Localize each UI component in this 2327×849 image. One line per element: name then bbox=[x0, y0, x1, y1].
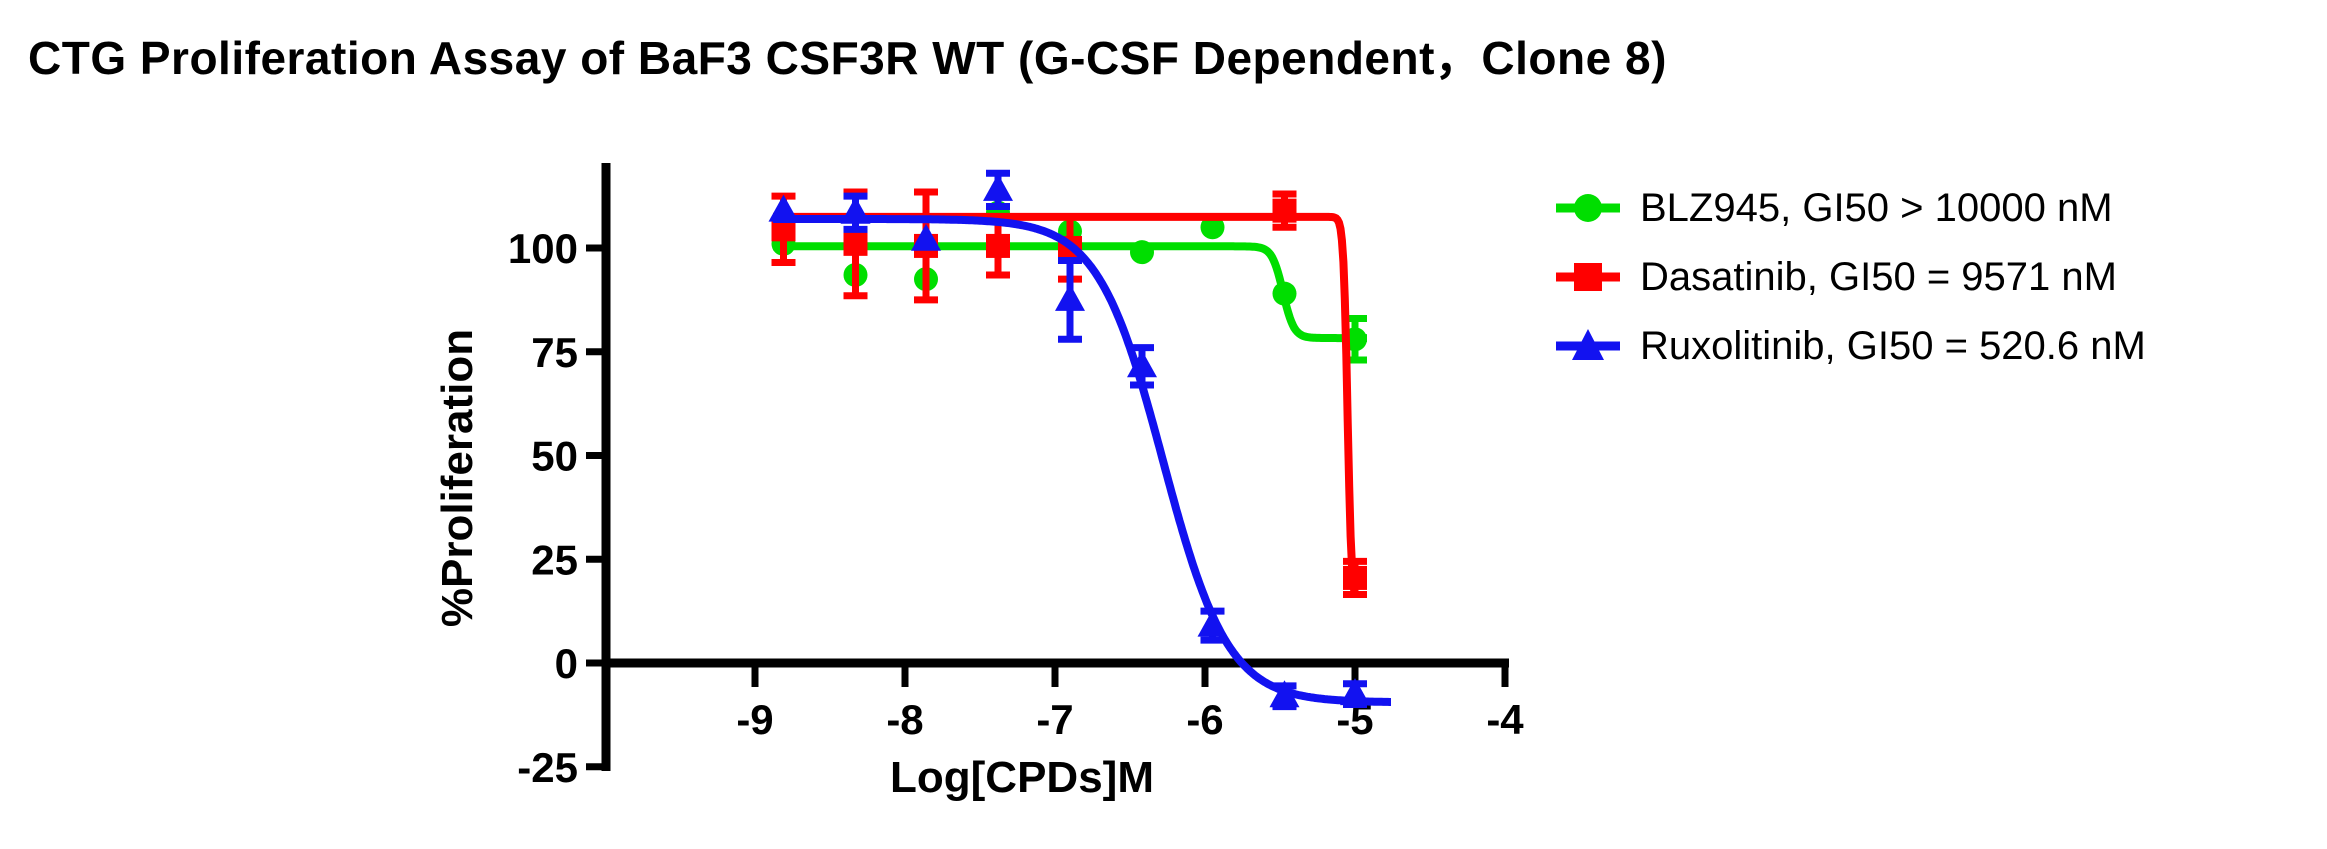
ruxolitinib-data-point bbox=[1269, 680, 1300, 708]
dasatinib-data-point bbox=[843, 231, 868, 256]
ruxolitinib-data-point bbox=[1127, 350, 1157, 378]
ruxolitinib-data-point bbox=[911, 223, 941, 251]
ruxolitinib-curve bbox=[773, 215, 1391, 706]
y-tick-label: -25 bbox=[517, 744, 578, 791]
y-tick-label: 100 bbox=[508, 225, 578, 272]
legend-item-dasatinib: Dasatinib, GI50 = 9571 nM bbox=[1556, 254, 2117, 300]
legend-label-ruxolitinib: Ruxolitinib, GI50 = 520.6 nM bbox=[1640, 323, 2146, 368]
dasatinib-data-point bbox=[1343, 565, 1367, 590]
y-axis-label: %Proliferation bbox=[433, 329, 482, 627]
blz945-data-point bbox=[1200, 215, 1225, 240]
x-tick-label: -6 bbox=[1186, 696, 1223, 743]
series-dasatinib bbox=[771, 188, 1367, 599]
chart-title: CTG Proliferation Assay of BaF3 CSF3R WT… bbox=[28, 32, 1667, 84]
blz945-data-point bbox=[1272, 281, 1297, 306]
blz945-data-point bbox=[1130, 240, 1154, 265]
x-tick-label: -4 bbox=[1486, 696, 1524, 743]
x-tick-label: -9 bbox=[736, 696, 773, 743]
y-tick-label: 75 bbox=[531, 329, 578, 376]
y-tick-label: 0 bbox=[555, 640, 578, 687]
legend-label-blz945: BLZ945, GI50 > 10000 nM bbox=[1640, 185, 2113, 230]
x-tick-label: -7 bbox=[1036, 696, 1073, 743]
ruxolitinib-data-point bbox=[983, 173, 1013, 201]
blue-triangle-legend-marker bbox=[1556, 329, 1620, 360]
legend-label-dasatinib: Dasatinib, GI50 = 9571 nM bbox=[1640, 254, 2117, 299]
ruxolitinib-data-point bbox=[1197, 609, 1228, 637]
y-tick-label: 50 bbox=[531, 433, 578, 480]
x-axis-label: Log[CPDs]M bbox=[890, 753, 1154, 802]
legend-item-blz945: BLZ945, GI50 > 10000 nM bbox=[1556, 185, 2113, 231]
ruxolitinib-data-point bbox=[1340, 678, 1370, 706]
ruxolitinib-data-point bbox=[768, 194, 799, 222]
ruxolitinib-data-point bbox=[840, 196, 871, 224]
ruxolitinib-data-point bbox=[1055, 283, 1085, 311]
legend-item-ruxolitinib: Ruxolitinib, GI50 = 520.6 nM bbox=[1556, 323, 2146, 369]
y-tick-label: 25 bbox=[531, 536, 578, 583]
x-tick-label: -8 bbox=[886, 696, 923, 743]
series-ruxolitinib bbox=[768, 169, 1391, 711]
dasatinib-data-point bbox=[986, 233, 1010, 258]
green-circle-legend-marker bbox=[1556, 194, 1620, 222]
dasatinib-data-point bbox=[1272, 198, 1297, 223]
red-square-legend-marker bbox=[1556, 263, 1620, 291]
